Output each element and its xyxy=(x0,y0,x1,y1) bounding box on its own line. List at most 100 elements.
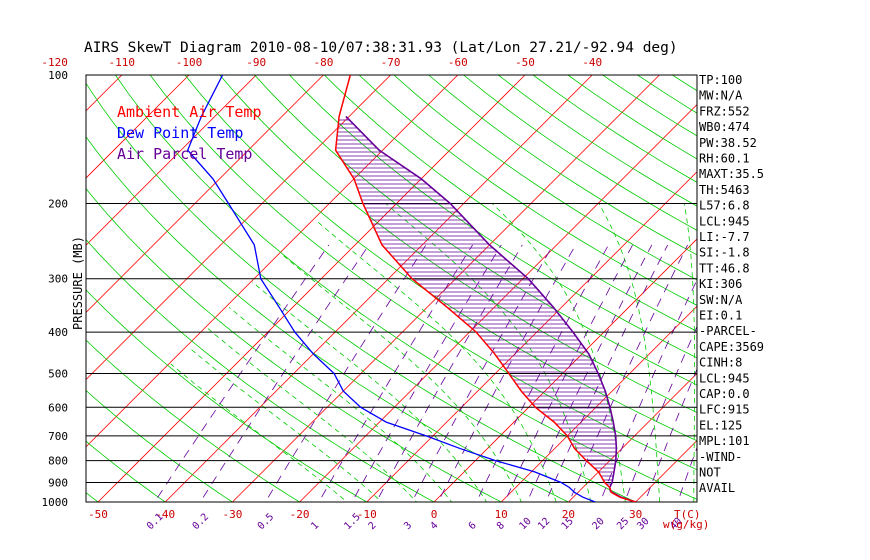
dry-adiabat-line xyxy=(86,136,570,502)
moist-adiabat-line xyxy=(283,255,522,502)
isotherm-line xyxy=(86,75,459,448)
isotherm-line xyxy=(86,75,391,381)
dry-adiabat-line xyxy=(324,75,697,332)
index-label: TT:46.8 xyxy=(699,261,750,275)
temp-unit-label: T(C) xyxy=(674,508,701,521)
dry-adiabat-line xyxy=(86,239,435,502)
index-label: EI:0.1 xyxy=(699,309,742,323)
mixing-ratio-tick-label: 10 xyxy=(517,516,533,532)
legend-entry: Air Parcel Temp xyxy=(117,145,252,163)
index-label: PW:38.52 xyxy=(699,136,757,150)
dry-adiabat-line xyxy=(393,75,697,281)
index-label: NOT xyxy=(699,466,721,480)
pressure-tick-label: 900 xyxy=(48,476,68,489)
isotherm-line xyxy=(0,75,55,502)
index-label: RH:60.1 xyxy=(699,152,750,166)
dry-adiabat-line xyxy=(86,82,637,502)
moist-adiabat-line xyxy=(316,220,557,502)
index-label: SI:-1.8 xyxy=(699,246,750,260)
mixing-ratio-tick-label: 3 xyxy=(402,520,414,532)
index-label: L57:6.8 xyxy=(699,199,750,213)
dew-point-profile xyxy=(186,75,596,502)
isotherm-line xyxy=(770,75,870,502)
mixing-ratio-tick-label: 2 xyxy=(367,520,379,532)
top-temp-tick-label: -90 xyxy=(246,56,266,69)
index-label: CAPE:3569 xyxy=(699,340,764,354)
index-label: MW:N/A xyxy=(699,89,743,103)
ambient-temp-profile xyxy=(334,75,636,502)
legend-entry: Dew Point Temp xyxy=(117,124,243,142)
legend-entry: Ambient Air Temp xyxy=(117,103,262,121)
bottom-temp-tick-label: -10 xyxy=(357,508,377,521)
pressure-tick-label: 500 xyxy=(48,367,68,380)
dry-adiabat-line xyxy=(86,339,301,502)
index-label: LCL:945 xyxy=(699,214,750,228)
mixing-ratio-line xyxy=(154,244,330,502)
isotherm-line xyxy=(97,75,526,502)
top-temp-tick-label: -80 xyxy=(313,56,333,69)
dry-adiabat-line xyxy=(149,75,697,471)
dry-adiabat-line xyxy=(86,492,99,502)
y-axis-label: PRESSURE (MB) xyxy=(71,236,85,330)
isotherm-line xyxy=(568,372,697,502)
plot-frame xyxy=(85,74,698,503)
bottom-temp-tick-label: -20 xyxy=(290,508,310,521)
dry-adiabat-line xyxy=(115,75,697,500)
mixing-ratio-line xyxy=(526,244,653,502)
index-label: -WIND- xyxy=(699,450,742,464)
bottom-temp-tick-label: -30 xyxy=(222,508,242,521)
pressure-tick-label: 400 xyxy=(48,326,68,339)
top-temp-tick-label: -110 xyxy=(109,56,136,69)
mixing-ratio-line xyxy=(375,244,523,502)
mixing-ratio-tick-label: 1 xyxy=(309,520,321,532)
index-label: CINH:8 xyxy=(699,356,742,370)
isotherm-line xyxy=(500,305,697,502)
dry-adiabat-line xyxy=(428,75,697,256)
pressure-tick-label: 700 xyxy=(48,430,68,443)
bottom-temp-tick-label: 10 xyxy=(495,508,508,521)
top-temp-tick-label: -40 xyxy=(582,56,602,69)
dry-adiabat-line xyxy=(219,75,697,414)
moist-adiabat-line xyxy=(251,281,488,502)
pressure-tick-label: 100 xyxy=(48,69,68,82)
pressure-tick-label: 800 xyxy=(48,455,68,468)
dry-adiabat-line xyxy=(358,75,697,306)
dry-adiabat-line xyxy=(86,389,234,502)
bottom-temp-tick-label: 20 xyxy=(562,508,575,521)
top-temp-tick-label: -70 xyxy=(381,56,401,69)
index-label: FRZ:552 xyxy=(699,104,750,118)
mixing-ratio-line xyxy=(545,244,669,502)
bottom-temp-tick-label: 30 xyxy=(629,508,642,521)
mixing-ratio-tick-label: 6 xyxy=(467,520,479,532)
index-label: -PARCEL- xyxy=(699,324,757,338)
index-label: MPL:101 xyxy=(699,434,750,448)
index-label: CAP:0.0 xyxy=(699,387,750,401)
index-label: LFC:915 xyxy=(699,403,750,417)
bottom-temp-tick-label: -40 xyxy=(155,508,175,521)
index-label: WB0:474 xyxy=(699,120,750,134)
isotherm-line xyxy=(86,75,190,179)
mixing-ratio-line xyxy=(504,244,633,502)
mixing-ratio-line xyxy=(475,244,609,502)
bottom-temp-tick-label: -50 xyxy=(88,508,108,521)
mixing-ratio-line xyxy=(199,244,370,502)
moist-adiabat-line xyxy=(170,363,348,502)
mixing-ratio-tick-label: 8 xyxy=(495,520,507,532)
index-label: AVAIL xyxy=(699,481,735,495)
mixing-ratio-line xyxy=(318,244,473,502)
moist-adiabat-line xyxy=(188,347,383,502)
moist-adiabat-line xyxy=(683,203,695,502)
moist-adiabat-line xyxy=(598,203,661,502)
moist-adiabat-line xyxy=(206,327,418,502)
mixing-ratio-line xyxy=(264,244,427,502)
isotherm-line xyxy=(299,104,697,502)
mixing-ratio-line xyxy=(599,279,697,502)
mixing-ratio-tick-label: 0.5 xyxy=(256,512,277,533)
moist-adiabat-line xyxy=(491,203,626,502)
mixing-ratio-tick-label: 20 xyxy=(590,516,606,532)
index-label: SW:N/A xyxy=(699,293,743,307)
pressure-tick-label: 1000 xyxy=(42,496,69,509)
index-label: MAXT:35.5 xyxy=(699,167,764,181)
